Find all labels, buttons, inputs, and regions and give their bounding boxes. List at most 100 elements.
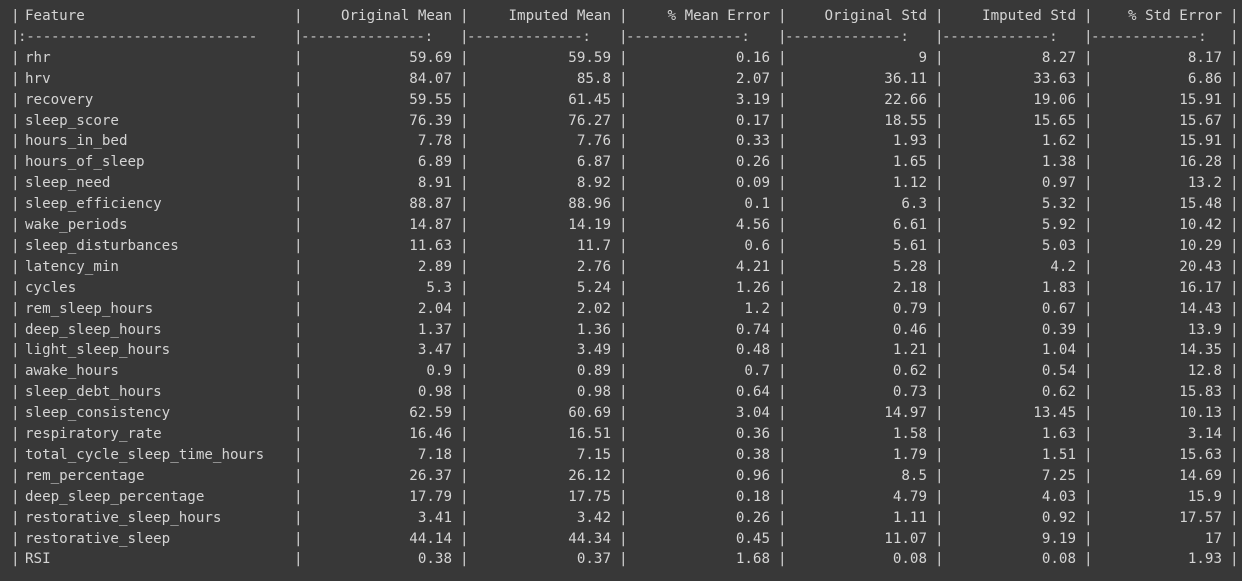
numeric-cell: 10.13 xyxy=(1179,405,1222,422)
numeric-cell: 26.12 xyxy=(568,467,611,484)
column-divider: | xyxy=(1230,133,1239,150)
numeric-cell: 1.79 xyxy=(892,446,927,463)
column-divider: | xyxy=(1084,279,1093,296)
numeric-cell: 0.38 xyxy=(417,551,452,568)
column-divider: | xyxy=(935,217,944,233)
column-divider: | xyxy=(935,405,944,422)
column-divider: | xyxy=(294,279,303,296)
numeric-cell: 0.1 xyxy=(744,196,770,213)
numeric-cell: 0.74 xyxy=(735,321,770,338)
column-divider: | xyxy=(1230,112,1239,129)
feature-name-cell: restorative_sleep xyxy=(25,530,171,547)
column-divider: | xyxy=(294,258,303,275)
column-divider: | xyxy=(619,258,628,275)
numeric-cell: 6.89 xyxy=(417,154,452,171)
column-divider: | xyxy=(294,217,303,233)
table-row: | | | | | | | | hrv 84.07 85.8 2.07 36.11 33.63 6.86 xyxy=(0,69,1242,90)
numeric-cell: 36.11 xyxy=(884,70,927,87)
numeric-cell: 15.48 xyxy=(1179,196,1222,213)
column-divider: | xyxy=(1230,70,1239,87)
column-divider: | xyxy=(11,405,20,422)
numeric-cell: 5.3 xyxy=(426,279,452,296)
column-divider: | xyxy=(778,112,787,129)
column-divider: | xyxy=(935,446,944,463)
column-divider: | xyxy=(935,112,944,129)
numeric-cell: 5.03 xyxy=(1041,237,1076,254)
column-divider: | xyxy=(619,363,628,380)
numeric-cell: 62.59 xyxy=(409,405,452,422)
column-divider: | xyxy=(1084,467,1093,484)
numeric-cell: 76.27 xyxy=(568,112,611,129)
column-divider: | xyxy=(11,70,20,87)
numeric-cell: 12.8 xyxy=(1187,363,1222,380)
column-divider: | xyxy=(619,196,628,213)
numeric-cell: 26.37 xyxy=(409,467,452,484)
column-divider: | xyxy=(778,175,787,192)
column-divider: | xyxy=(460,237,469,254)
numeric-cell: 0.6 xyxy=(744,237,770,254)
column-divider: | xyxy=(1084,342,1093,359)
table-row: | | | | | | | | latency_min 2.89 2.76 4.21 5.28 4.2 20… xyxy=(0,257,1242,278)
numeric-cell: 15.83 xyxy=(1179,384,1222,401)
numeric-cell: 0.16 xyxy=(735,49,770,66)
column-divider: | xyxy=(778,133,787,150)
numeric-cell: 7.25 xyxy=(1041,467,1076,484)
column-divider: | xyxy=(294,321,303,338)
numeric-cell: 0.26 xyxy=(735,154,770,171)
column-divider: | xyxy=(1230,467,1239,484)
table-row: | | | | | | | | sleep_consistency 62.59 60.69 3.04 1… xyxy=(0,403,1242,424)
column-divider: | xyxy=(1084,363,1093,380)
numeric-cell: 59.59 xyxy=(568,49,611,66)
column-divider: | xyxy=(11,217,20,233)
column-divider: | xyxy=(1084,426,1093,442)
feature-name-cell: RSI xyxy=(25,551,51,568)
table-row: | | | | | | | | rem_percentage 26.37 26.12 0.96 8.5 7… xyxy=(0,466,1242,487)
column-divider: | xyxy=(935,467,944,484)
numeric-cell: 1.37 xyxy=(417,321,452,338)
column-divider: | xyxy=(619,8,628,24)
numeric-cell: 2.02 xyxy=(576,300,611,317)
column-divider: | xyxy=(619,112,628,129)
numeric-cell: 0.09 xyxy=(735,175,770,192)
column-divider: | xyxy=(11,342,20,359)
numeric-cell: 15.63 xyxy=(1179,446,1222,463)
numeric-cell: 8.17 xyxy=(1187,49,1222,66)
column-divider: | xyxy=(619,133,628,150)
feature-name-cell: deep_sleep_hours xyxy=(25,321,162,338)
numeric-cell: 16.28 xyxy=(1179,154,1222,171)
numeric-cell: 6.61 xyxy=(892,217,927,233)
numeric-cell: 2.07 xyxy=(735,70,770,87)
alignment-separator: --------------: xyxy=(467,28,591,45)
column-divider: | xyxy=(1084,8,1093,24)
column-divider: | xyxy=(778,196,787,213)
column-divider: | xyxy=(778,49,787,66)
column-divider: | xyxy=(935,488,944,505)
feature-name-cell: restorative_sleep_hours xyxy=(25,509,222,526)
column-divider: | xyxy=(294,154,303,171)
column-divider: | xyxy=(935,133,944,150)
column-divider: | xyxy=(294,196,303,213)
column-divider: | xyxy=(11,530,20,547)
numeric-cell: 2.89 xyxy=(417,258,452,275)
numeric-cell: 2.04 xyxy=(417,300,452,317)
feature-name-cell: rem_sleep_hours xyxy=(25,300,154,317)
column-divider: | xyxy=(460,384,469,401)
numeric-cell: 16.46 xyxy=(409,426,452,442)
feature-name-cell: sleep_disturbances xyxy=(25,237,179,254)
table-row: | | | | | | | | deep_sleep_hours 1.37 1.36 0.74 0.46… xyxy=(0,320,1242,341)
column-divider: | xyxy=(11,321,20,338)
numeric-cell: 13.2 xyxy=(1187,175,1222,192)
numeric-cell: 59.69 xyxy=(409,49,452,66)
numeric-cell: 6.3 xyxy=(901,196,927,213)
column-divider: | xyxy=(11,384,20,401)
numeric-cell: 6.87 xyxy=(576,154,611,171)
numeric-cell: 13.9 xyxy=(1187,321,1222,338)
numeric-cell: 3.14 xyxy=(1187,426,1222,442)
table-row: | | | | | | | | wake_periods 14.87 14.19 4.56 6.61 5.… xyxy=(0,215,1242,236)
column-divider: | xyxy=(11,446,20,463)
numeric-cell: 13.45 xyxy=(1033,405,1076,422)
column-divider: | xyxy=(778,426,787,442)
column-divider: | xyxy=(778,8,787,24)
column-divider: | xyxy=(935,91,944,108)
numeric-cell: 59.55 xyxy=(409,91,452,108)
